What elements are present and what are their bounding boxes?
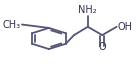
Text: O: O xyxy=(98,42,106,52)
Text: OH: OH xyxy=(118,22,133,32)
Text: NH₂: NH₂ xyxy=(78,5,97,15)
Text: CH₃: CH₃ xyxy=(3,19,21,29)
